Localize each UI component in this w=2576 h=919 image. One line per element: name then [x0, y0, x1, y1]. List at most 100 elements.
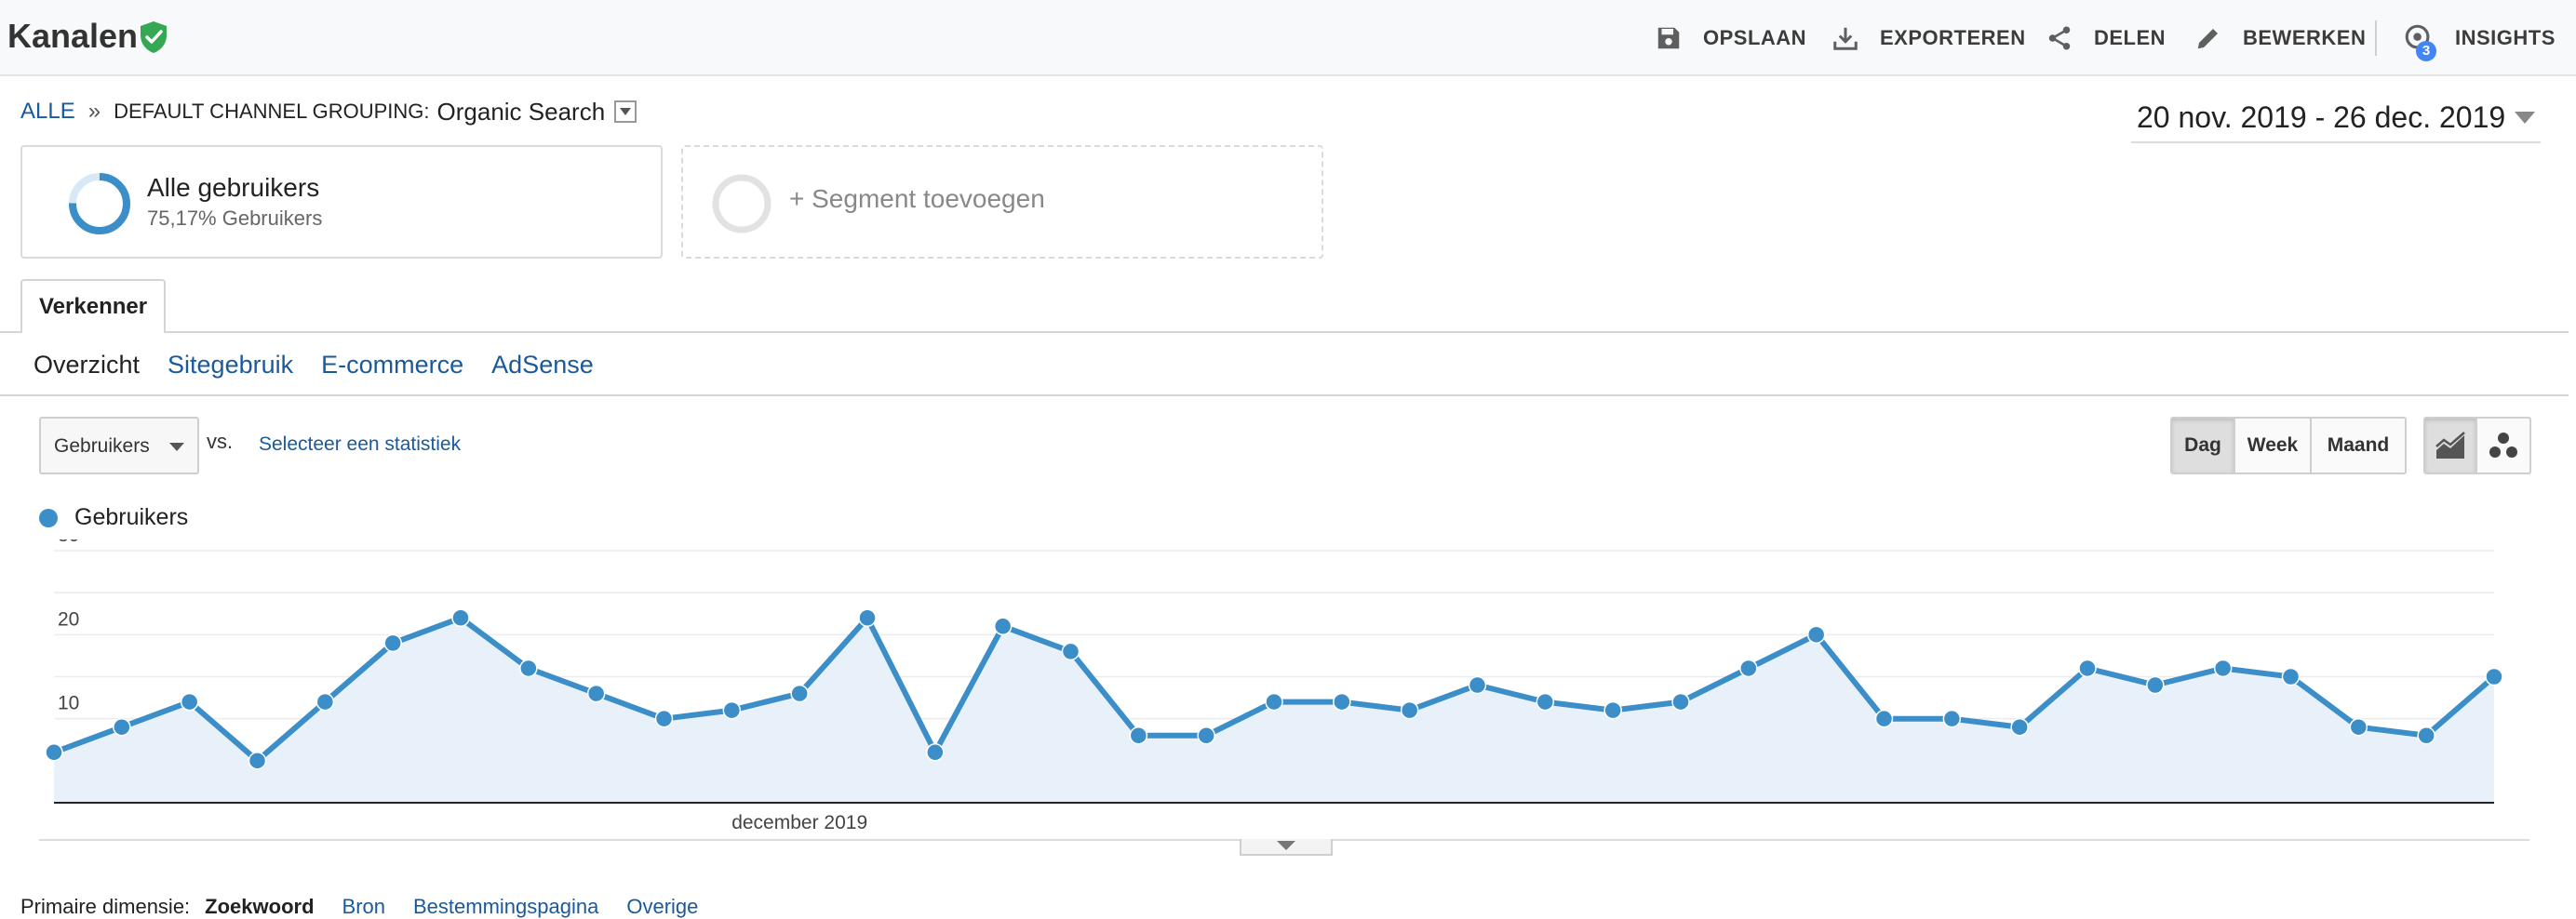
save-button[interactable]: OPSLAAN [1655, 0, 1806, 76]
data-point [2485, 667, 2503, 686]
data-point [1265, 692, 1283, 712]
data-point [180, 692, 199, 712]
chart-collapse-handle[interactable] [1240, 839, 1333, 856]
compare-metric-link[interactable]: Selecteer een statistiek [259, 433, 462, 455]
breadcrumb-root-link[interactable]: ALLE [20, 99, 75, 124]
period-toggle: Dag Week Maand [2170, 417, 2407, 474]
data-point [45, 743, 63, 762]
y-tick-label: 30 [58, 539, 79, 546]
data-point [2349, 717, 2368, 737]
subtab-overview[interactable]: Overzicht [34, 350, 141, 379]
primary-dimension-bar: Primaire dimensie: Zoekwoord Bron Bestem… [20, 895, 726, 919]
report-header: Kanalen OPSLAAN EXPORTEREN DELEN [0, 0, 2576, 76]
verified-shield-icon [141, 21, 167, 53]
data-point [2213, 659, 2233, 678]
tab-explorer[interactable]: Verkenner [20, 279, 166, 333]
data-point [1129, 726, 1148, 745]
period-day-button[interactable]: Dag [2172, 419, 2235, 473]
share-button[interactable]: DELEN [2046, 0, 2166, 76]
data-point [451, 608, 470, 628]
metric-select[interactable]: Gebruikers [39, 417, 199, 474]
segment-all-users[interactable]: Alle gebruikers 75,17% Gebruikers [20, 145, 663, 259]
insights-button[interactable]: INSIGHTS [2403, 0, 2556, 76]
toolbar-divider [2375, 20, 2377, 56]
subtab-adsense[interactable]: AdSense [491, 350, 594, 379]
data-point [383, 633, 402, 653]
legend-label: Gebruikers [74, 504, 189, 530]
save-icon [1657, 27, 1680, 49]
edit-label: BEWERKEN [2243, 26, 2367, 49]
data-point [1333, 692, 1351, 712]
line-chart-icon [2435, 432, 2465, 459]
metric-select-value: Gebruikers [54, 435, 150, 457]
dimension-keyword[interactable]: Zoekwoord [205, 895, 315, 918]
data-point [722, 700, 742, 720]
vs-label: vs. [207, 430, 234, 453]
period-week-button[interactable]: Week [2235, 419, 2312, 473]
data-point [248, 752, 267, 770]
subtab-bar: Overzicht Sitegebruik E-commerce AdSense [34, 348, 622, 381]
data-point [519, 659, 538, 678]
y-tick-label: 20 [58, 608, 79, 630]
data-point [113, 717, 131, 737]
data-point [2146, 675, 2165, 695]
export-button[interactable]: EXPORTEREN [1831, 0, 2026, 76]
motion-chart-button[interactable] [2477, 419, 2529, 473]
insights-label: INSIGHTS [2455, 26, 2556, 49]
data-point [1468, 675, 1487, 695]
chart-legend: Gebruikers [39, 504, 188, 531]
dimension-landing-page-link[interactable]: Bestemmingspagina [413, 895, 599, 918]
y-tick-label: 10 [58, 693, 79, 714]
tab-divider [0, 331, 2569, 333]
data-point [2010, 717, 2029, 737]
line-chart-button[interactable] [2425, 419, 2477, 473]
period-month-button[interactable]: Maand [2327, 434, 2390, 456]
data-point [1197, 726, 1215, 745]
x-tick-label: december 2019 [731, 812, 867, 833]
data-point [1874, 709, 1894, 728]
dimension-other-dropdown[interactable]: Overige [626, 895, 699, 918]
save-label: OPSLAAN [1703, 26, 1807, 49]
empty-segment-icon [712, 174, 771, 233]
export-label: EXPORTEREN [1880, 26, 2026, 49]
segment-name: Alle gebruikers [147, 173, 320, 202]
add-segment-button[interactable]: + Segment toevoegen [681, 145, 1323, 259]
edit-button[interactable]: BEWERKEN [2194, 0, 2366, 76]
data-point [1061, 642, 1080, 661]
date-range-text: 20 nov. 2019 - 26 dec. 2019 [2137, 100, 2506, 134]
legend-marker [39, 508, 58, 527]
subtab-site-usage[interactable]: Sitegebruik [168, 350, 294, 379]
pencil-icon [2197, 29, 2218, 49]
dimension-source-link[interactable]: Bron [342, 895, 385, 918]
insights-count-badge: 3 [2416, 41, 2436, 61]
date-range-picker[interactable]: 20 nov. 2019 - 26 dec. 2019 [2131, 95, 2541, 143]
bubble-chart-icon [2489, 433, 2517, 458]
segment-share: 75,17% Gebruikers [147, 206, 323, 230]
channel-grouping-value: Organic Search [436, 97, 606, 126]
data-point [2078, 659, 2097, 678]
breadcrumb: ALLE » DEFAULT CHANNEL GROUPING: Organic… [20, 97, 637, 127]
subtab-ecommerce[interactable]: E-commerce [321, 350, 464, 379]
data-point [993, 617, 1013, 636]
caret-down-icon [620, 108, 632, 115]
data-point [1942, 709, 1962, 728]
tab-explorer-label: Verkenner [39, 294, 148, 319]
chart-type-toggle [2423, 417, 2531, 474]
breadcrumb-separator: » [87, 99, 101, 124]
data-point [1739, 659, 1758, 678]
data-point [926, 743, 945, 762]
caret-down-icon [1277, 841, 1295, 850]
data-point [1806, 625, 1826, 645]
channel-grouping-label: DEFAULT CHANNEL GROUPING: [114, 100, 430, 123]
data-point [1603, 700, 1622, 720]
share-label: DELEN [2094, 26, 2167, 49]
channel-grouping-dropdown[interactable] [614, 100, 637, 123]
data-point [1536, 692, 1555, 712]
download-icon [1833, 27, 1858, 50]
data-point [790, 684, 809, 703]
users-line-chart: 30 20 10 december 2019 [45, 539, 2503, 833]
data-point [1400, 700, 1419, 720]
data-point [2417, 726, 2435, 745]
primary-dimension-label: Primaire dimensie: [20, 895, 191, 918]
caret-down-icon [2515, 112, 2535, 124]
